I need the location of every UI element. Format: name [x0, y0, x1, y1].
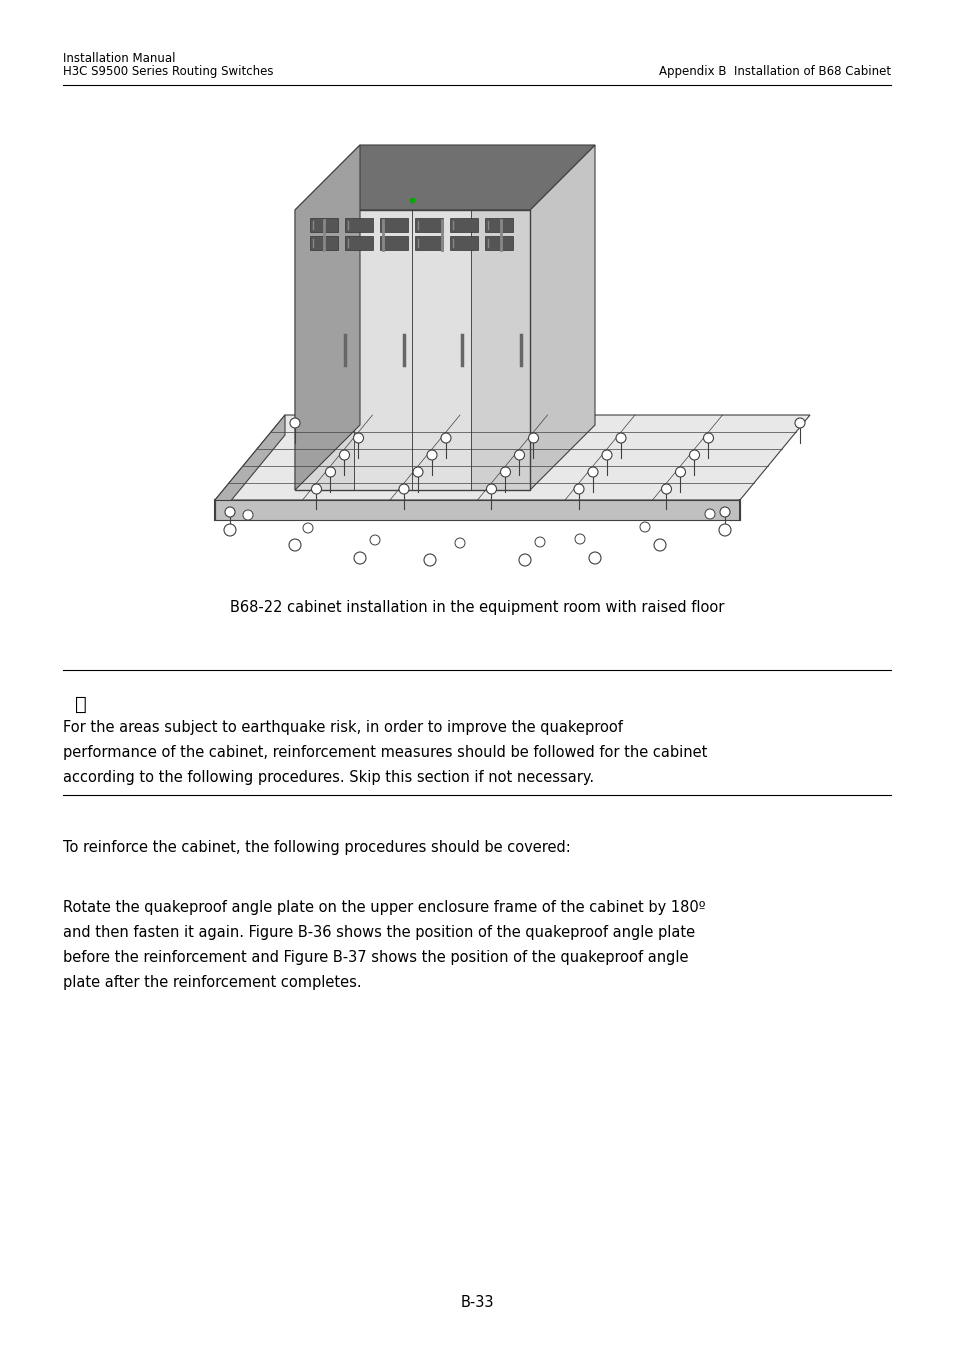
- Circle shape: [675, 467, 685, 477]
- Polygon shape: [484, 217, 513, 232]
- Polygon shape: [354, 211, 412, 490]
- Circle shape: [500, 467, 510, 477]
- Circle shape: [654, 539, 665, 551]
- Text: before the reinforcement and Figure B-37 shows the position of the quakeproof an: before the reinforcement and Figure B-37…: [63, 950, 688, 965]
- Circle shape: [588, 552, 600, 564]
- Circle shape: [535, 537, 544, 547]
- Circle shape: [794, 418, 804, 428]
- Circle shape: [639, 522, 649, 532]
- Circle shape: [575, 535, 584, 544]
- Circle shape: [225, 508, 234, 517]
- Polygon shape: [412, 211, 471, 490]
- Polygon shape: [310, 217, 337, 232]
- Polygon shape: [310, 236, 337, 250]
- Text: and then fasten it again. Figure B-36 shows the position of the quakeproof angle: and then fasten it again. Figure B-36 sh…: [63, 925, 695, 940]
- Text: plate after the reinforcement completes.: plate after the reinforcement completes.: [63, 975, 361, 990]
- Polygon shape: [415, 217, 442, 232]
- Circle shape: [528, 433, 537, 443]
- Text: To reinforce the cabinet, the following procedures should be covered:: To reinforce the cabinet, the following …: [63, 840, 570, 855]
- Circle shape: [486, 485, 496, 494]
- Text: H3C S9500 Series Routing Switches: H3C S9500 Series Routing Switches: [63, 65, 274, 78]
- Text: B68-22 cabinet installation in the equipment room with raised floor: B68-22 cabinet installation in the equip…: [230, 599, 723, 616]
- Circle shape: [303, 522, 313, 533]
- Text: Installation Manual: Installation Manual: [63, 53, 175, 65]
- Circle shape: [587, 467, 598, 477]
- Polygon shape: [415, 236, 442, 250]
- Circle shape: [720, 508, 729, 517]
- Circle shape: [290, 418, 299, 428]
- Polygon shape: [345, 217, 373, 232]
- Polygon shape: [450, 217, 477, 232]
- Circle shape: [616, 433, 625, 443]
- Circle shape: [689, 450, 699, 460]
- Polygon shape: [471, 211, 530, 490]
- Circle shape: [398, 485, 409, 494]
- Circle shape: [354, 552, 366, 564]
- Polygon shape: [294, 211, 354, 490]
- Circle shape: [514, 450, 524, 460]
- Circle shape: [427, 450, 436, 460]
- Circle shape: [354, 433, 363, 443]
- Polygon shape: [214, 414, 809, 500]
- Text: performance of the cabinet, reinforcement measures should be followed for the ca: performance of the cabinet, reinforcemen…: [63, 745, 706, 760]
- Circle shape: [660, 485, 671, 494]
- Circle shape: [325, 467, 335, 477]
- Polygon shape: [450, 236, 477, 250]
- Polygon shape: [214, 500, 740, 520]
- Circle shape: [224, 524, 235, 536]
- Text: ⌹: ⌹: [75, 695, 87, 714]
- Circle shape: [312, 485, 321, 494]
- Circle shape: [339, 450, 349, 460]
- Circle shape: [413, 467, 422, 477]
- Polygon shape: [214, 414, 285, 520]
- Polygon shape: [484, 236, 513, 250]
- Text: For the areas subject to earthquake risk, in order to improve the quakeproof: For the areas subject to earthquake risk…: [63, 720, 622, 734]
- Polygon shape: [345, 236, 373, 250]
- Circle shape: [601, 450, 612, 460]
- Text: Rotate the quakeproof angle plate on the upper enclosure frame of the cabinet by: Rotate the quakeproof angle plate on the…: [63, 900, 705, 915]
- Circle shape: [370, 535, 379, 545]
- Circle shape: [702, 433, 713, 443]
- Text: B-33: B-33: [459, 1295, 494, 1309]
- Polygon shape: [294, 144, 359, 490]
- Text: Appendix B  Installation of B68 Cabinet: Appendix B Installation of B68 Cabinet: [659, 65, 890, 78]
- Circle shape: [440, 433, 451, 443]
- Circle shape: [243, 510, 253, 520]
- Circle shape: [518, 554, 531, 566]
- Polygon shape: [379, 236, 408, 250]
- Circle shape: [289, 539, 301, 551]
- Circle shape: [455, 539, 464, 548]
- Circle shape: [574, 485, 583, 494]
- Polygon shape: [530, 144, 595, 490]
- Text: according to the following procedures. Skip this section if not necessary.: according to the following procedures. S…: [63, 769, 594, 784]
- Polygon shape: [294, 144, 595, 211]
- Circle shape: [423, 554, 436, 566]
- Circle shape: [704, 509, 714, 518]
- Circle shape: [719, 524, 730, 536]
- Polygon shape: [379, 217, 408, 232]
